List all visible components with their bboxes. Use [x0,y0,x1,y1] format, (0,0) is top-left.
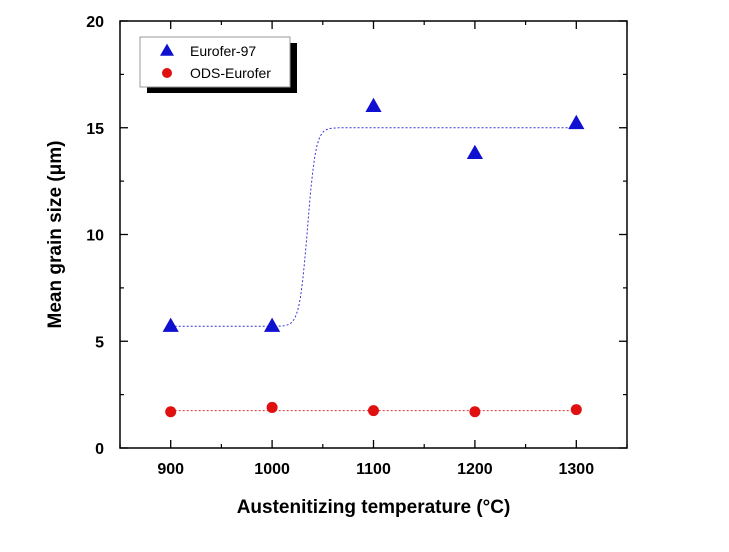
legend-marker-eurofer-97 [160,43,174,56]
fit-lines-layer [170,127,577,412]
fit-line-eurofer-97 [170,127,577,327]
legend-label-ods-eurofer: ODS-Eurofer [190,65,271,81]
data-point-eurofer-97 [466,144,483,159]
y-axis-title: Mean grain size (μm) [45,141,66,329]
x-axis-title: Austenitizing temperature (°C) [237,497,511,518]
data-point-eurofer-97 [162,317,179,332]
data-point-eurofer-97 [264,317,281,332]
y-tick-label: 5 [95,334,104,351]
data-point-ods-eurofer [266,401,278,413]
x-tick-label: 900 [157,461,184,478]
axes-layer: 900 1000 1100 1200 1300 0 5 10 15 20 [86,14,628,478]
legend-box [139,36,291,88]
y-tick-label: 0 [95,441,104,458]
x-tick-label: 1000 [254,461,290,478]
y-tick-label: 20 [86,14,104,31]
legend: Eurofer-97 ODS-Eurofer [139,36,297,93]
legend-marker-ods-eurofer [162,68,172,78]
data-point-ods-eurofer [368,405,379,417]
y-tick-label: 15 [86,121,104,138]
data-point-ods-eurofer [469,406,481,418]
data-points-layer [162,97,585,418]
x-tick-label: 1100 [356,461,391,478]
y-tick-label: 10 [86,228,104,245]
data-point-eurofer-97 [568,114,585,130]
data-point-ods-eurofer [165,406,177,418]
data-point-eurofer-97 [365,97,382,112]
x-tick-label: 1300 [559,461,595,478]
data-point-ods-eurofer [570,404,582,416]
legend-label-eurofer-97: Eurofer-97 [190,43,256,59]
x-tick-label: 1200 [457,461,493,478]
